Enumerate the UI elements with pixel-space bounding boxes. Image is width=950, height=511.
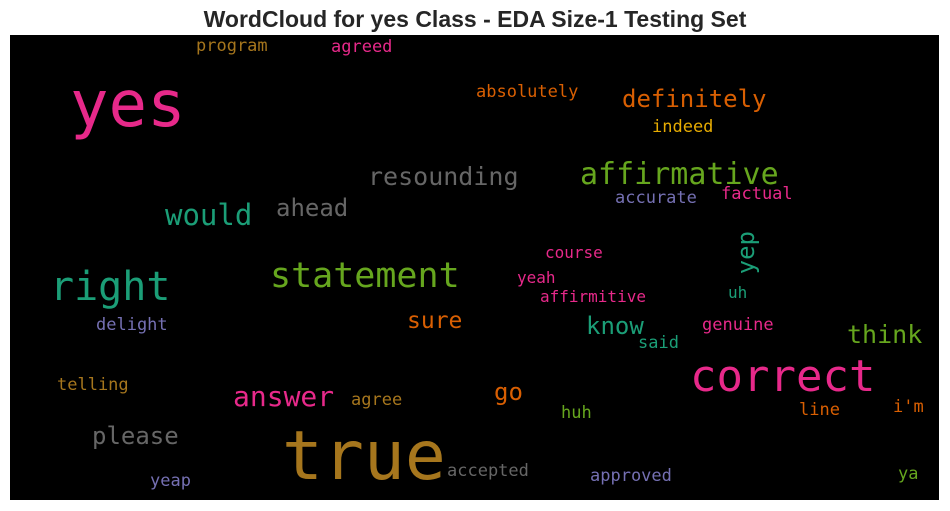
- word-agreed: agreed: [331, 37, 393, 57]
- word-please: please: [92, 422, 179, 450]
- word-absolutely: absolutely: [476, 82, 579, 102]
- word-go: go: [494, 378, 523, 406]
- word-ya: ya: [898, 464, 919, 484]
- word-huh: huh: [561, 403, 592, 423]
- word-telling: telling: [57, 375, 129, 395]
- word-know: know: [586, 312, 644, 340]
- word-would: would: [165, 198, 253, 232]
- word-think: think: [847, 320, 923, 349]
- wordcloud-canvas: yes true correct right statement affirmative d…: [10, 35, 939, 500]
- word-uh: uh: [728, 283, 748, 302]
- word-accepted: accepted: [447, 461, 529, 481]
- word-factual: factual: [721, 184, 793, 204]
- word-affirmative: affirmative: [580, 157, 779, 192]
- word-yeap: yeap: [150, 471, 191, 491]
- word-sure: sure: [407, 308, 463, 334]
- word-true: true: [282, 417, 446, 496]
- word-delight: delight: [96, 315, 168, 335]
- word-line: line: [799, 400, 840, 420]
- word-yes: yes: [70, 68, 186, 142]
- word-yep: yep: [732, 231, 760, 275]
- word-definitely: definitely: [622, 85, 767, 113]
- word-program: program: [196, 36, 268, 56]
- word-answer: answer: [233, 380, 335, 413]
- word-agree: agree: [351, 390, 403, 410]
- word-course: course: [545, 243, 603, 262]
- word-ahead: ahead: [276, 194, 349, 222]
- chart-title: WordCloud for yes Class - EDA Size-1 Tes…: [203, 6, 747, 32]
- word-approved: approved: [590, 466, 672, 486]
- word-i-m: i'm: [893, 397, 924, 417]
- word-resounding: resounding: [368, 162, 519, 191]
- word-genuine: genuine: [702, 315, 774, 335]
- word-accurate: accurate: [615, 188, 697, 208]
- word-indeed: indeed: [652, 117, 714, 137]
- word-correct: correct: [690, 351, 876, 402]
- word-yeah: yeah: [517, 268, 556, 287]
- word-right: right: [50, 264, 171, 310]
- word-said: said: [638, 333, 679, 353]
- word-affirmitive: affirmitive: [540, 287, 646, 306]
- word-statement: statement: [270, 256, 460, 296]
